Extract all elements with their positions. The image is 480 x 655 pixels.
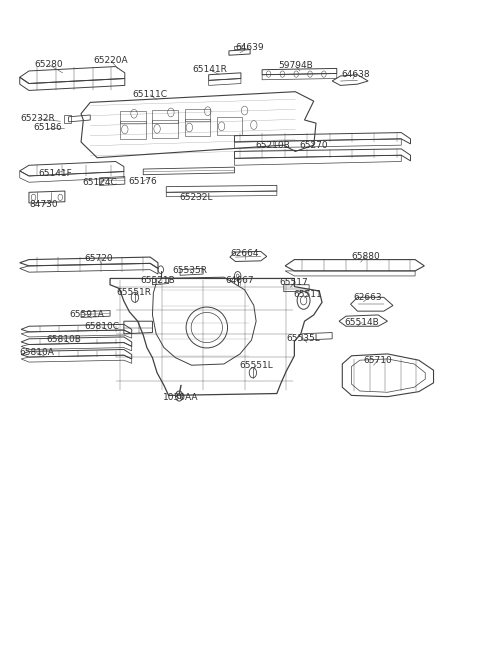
Text: 65810B: 65810B: [47, 335, 82, 344]
Bar: [120, 111, 145, 123]
Text: 62663: 62663: [354, 293, 383, 303]
Text: 59794B: 59794B: [278, 62, 312, 71]
Text: 64638: 64638: [341, 69, 370, 79]
Text: 62664: 62664: [230, 249, 259, 258]
Text: 65551L: 65551L: [239, 361, 273, 369]
Text: 65521B: 65521B: [141, 276, 175, 286]
Bar: [153, 110, 178, 122]
Text: 84730: 84730: [29, 200, 58, 210]
Bar: [185, 109, 210, 121]
Text: 64667: 64667: [226, 276, 254, 286]
Bar: [120, 121, 145, 139]
Bar: [185, 119, 210, 136]
Text: 65810A: 65810A: [19, 348, 54, 357]
Text: 64639: 64639: [235, 43, 264, 52]
Text: 65810C: 65810C: [84, 322, 119, 331]
Text: 65551R: 65551R: [117, 288, 152, 297]
Bar: [153, 120, 178, 138]
Text: 65517: 65517: [279, 278, 308, 288]
Text: 65535L: 65535L: [287, 333, 321, 343]
Text: 65232R: 65232R: [21, 114, 56, 123]
Text: 65176: 65176: [128, 177, 156, 186]
Text: 65186: 65186: [33, 123, 62, 132]
Text: 65535R: 65535R: [173, 266, 208, 275]
Text: 65511: 65511: [294, 290, 323, 299]
Text: 65111C: 65111C: [132, 90, 168, 100]
Text: 65141F: 65141F: [39, 169, 72, 178]
Text: 65210B: 65210B: [256, 141, 290, 149]
Text: 65880: 65880: [351, 252, 380, 261]
Text: 65514B: 65514B: [345, 318, 380, 327]
Text: 65232L: 65232L: [180, 193, 213, 202]
Text: 65591A: 65591A: [69, 310, 104, 319]
Text: 65141R: 65141R: [192, 66, 228, 74]
Text: 65220A: 65220A: [94, 56, 128, 66]
Text: 65720: 65720: [84, 254, 113, 263]
Bar: [64, 115, 71, 122]
Text: 65124C: 65124C: [82, 178, 117, 187]
Bar: [217, 117, 242, 135]
Text: 65270: 65270: [300, 141, 328, 149]
Text: 65280: 65280: [35, 60, 63, 69]
Text: 1030AA: 1030AA: [163, 394, 199, 402]
Text: 65710: 65710: [363, 356, 392, 365]
